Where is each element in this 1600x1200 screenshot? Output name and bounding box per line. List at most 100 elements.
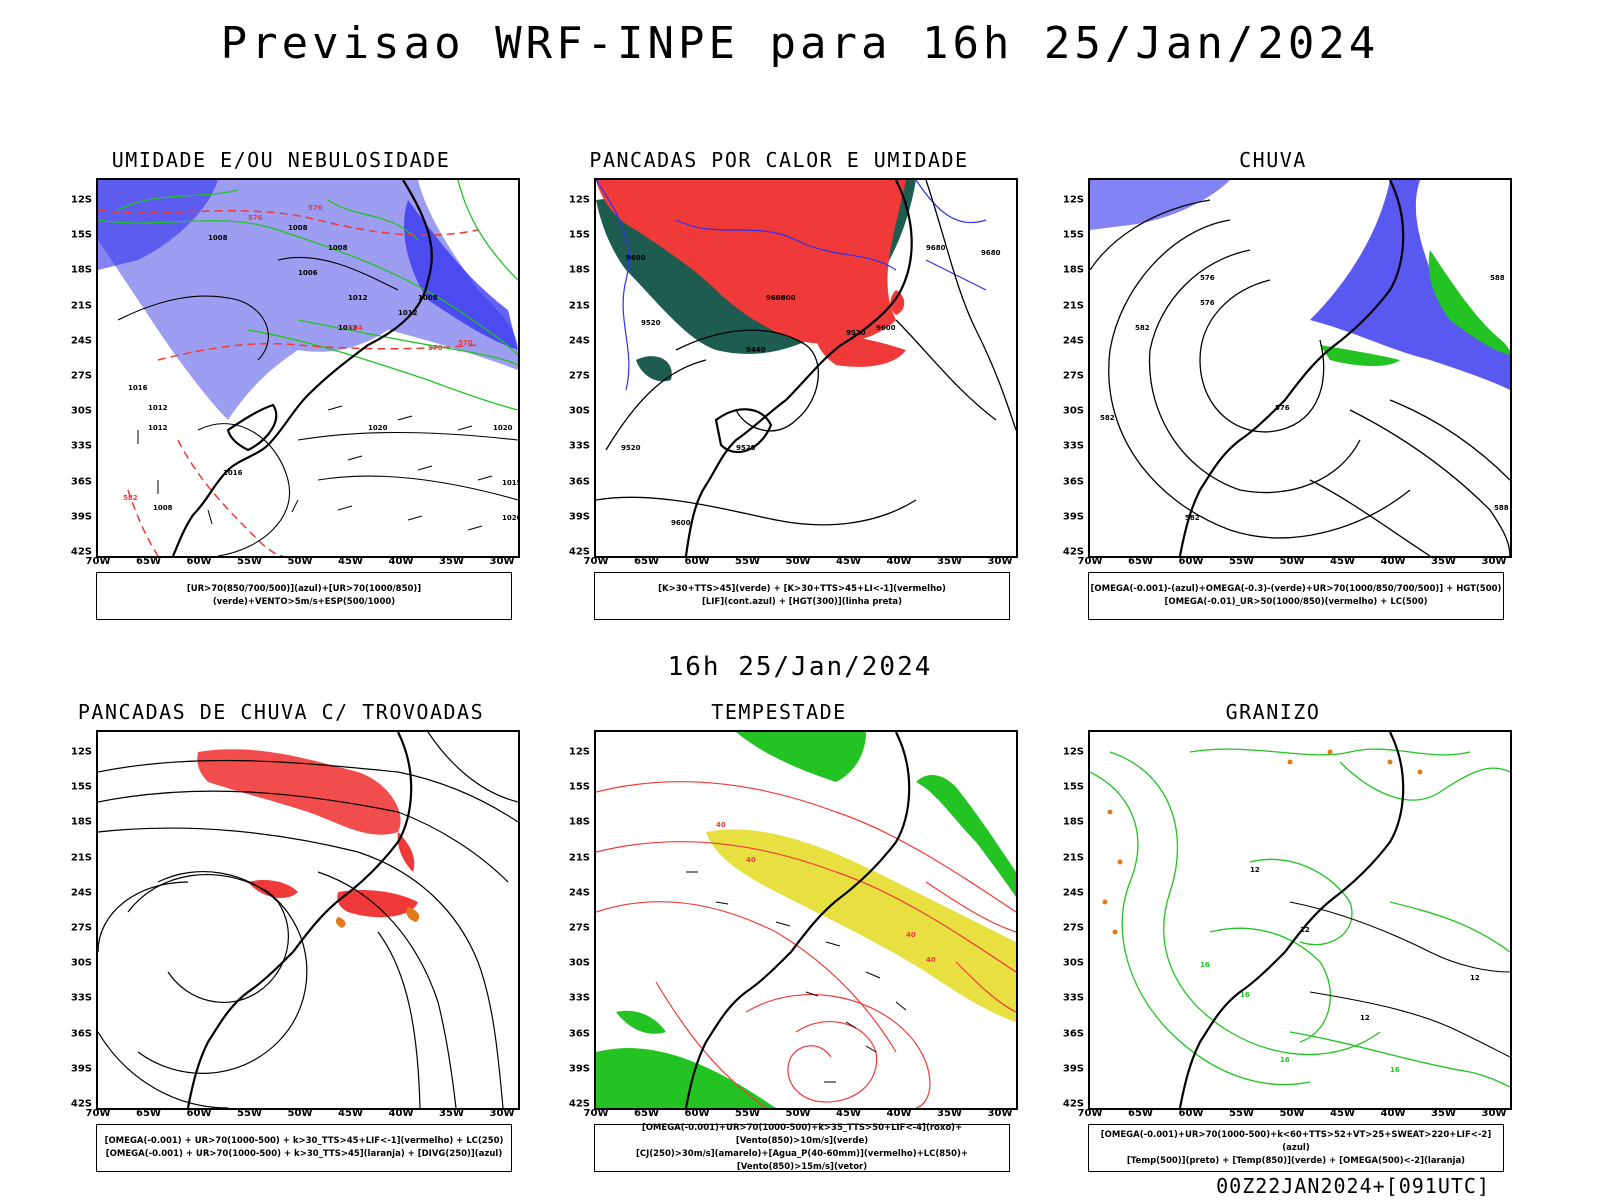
latitude-axis: 12S 15S 18S 21S 24S 27S 30S 33S 36S 39S 42S	[558, 178, 592, 558]
longitude-tick-label: 50W	[785, 556, 811, 567]
contour-label: 576	[1200, 299, 1215, 307]
latitude-tick-label: 30S	[70, 405, 92, 417]
longitude-tick-label: 40W	[388, 556, 414, 567]
contour-label: 582	[1135, 324, 1150, 332]
latitude-tick-label: 21S	[70, 852, 92, 864]
longitude-tick-label: 55W	[1229, 1108, 1254, 1119]
contour-label: 1008	[288, 224, 308, 232]
latitude-tick-label: 30S	[70, 957, 92, 969]
longitude-tick-label: 45W	[1330, 556, 1355, 567]
longitude-tick-label: 40W	[1380, 556, 1406, 567]
latitude-tick-label: 42S	[568, 1098, 590, 1110]
contour-label: 9520	[621, 444, 641, 452]
main-title: Previsao WRF-INPE para 16h 25/Jan/2024	[220, 18, 1380, 69]
latitude-tick-label: 15S	[568, 781, 590, 793]
wind-vectors	[137, 405, 493, 531]
wind-fill-green	[596, 732, 1016, 1108]
longitude-tick-label: 50W	[785, 1108, 811, 1119]
latitude-tick-label: 21S	[70, 300, 92, 312]
legend-box: [OMEGA(-0.001)-(azul)+OMEGA(-0.3)-(verde…	[1088, 572, 1504, 620]
contour-label: 16	[1390, 1066, 1400, 1074]
longitude-tick-label: 30W	[1481, 1108, 1507, 1119]
contour-label: 9600	[776, 294, 796, 302]
longitude-tick-label: 50W	[287, 556, 313, 567]
contour-label: 582	[123, 494, 138, 502]
legend-line: [OMEGA(-0.001)-(azul)+OMEGA(-0.3)-(verde…	[1090, 584, 1502, 594]
latitude-axis: 12S 15S 18S 21S 24S 27S 30S 33S 36S 39S 42S	[60, 730, 94, 1110]
contour-label: 1012	[148, 424, 168, 432]
panel-title: PANCADAS DE CHUVA C/ TROVOADAS	[77, 700, 485, 724]
latitude-tick-label: 36S	[568, 1028, 590, 1040]
longitude-tick-label: 55W	[237, 556, 262, 567]
omega-fill-blue	[1090, 180, 1510, 390]
contour-label: 40	[926, 956, 936, 964]
contour-label: 582	[1100, 414, 1115, 422]
latitude-tick-label: 30S	[568, 405, 590, 417]
latitude-tick-label: 18S	[70, 264, 92, 276]
contour-label: 9520	[736, 444, 756, 452]
temp500-contours-black	[1289, 901, 1510, 1058]
longitude-tick-label: 65W	[634, 556, 659, 567]
latitude-tick-label: 24S	[1062, 335, 1084, 347]
latitude-tick-label: 30S	[568, 957, 590, 969]
wind-vectors-black	[686, 871, 907, 1083]
latitude-tick-label: 15S	[1062, 781, 1084, 793]
contour-label: 1020	[493, 424, 513, 432]
panel-tempestade: TEMPESTADE 12S 15S 18S 21S 24S 27S 30S 33S 36S 39…	[544, 700, 1018, 1172]
contour-label: 9600	[766, 294, 786, 302]
longitude-tick-label: 65W	[136, 556, 161, 567]
longitude-tick-label: 55W	[735, 556, 760, 567]
panel-title: UMIDADE E/OU NEBULOSIDADE	[111, 148, 451, 172]
omega-fill-orange	[1102, 749, 1423, 935]
latitude-tick-label: 39S	[568, 1063, 590, 1075]
contour-label: 12	[1470, 974, 1480, 982]
longitude-tick-label: 40W	[886, 556, 912, 567]
contour-label: 582	[1185, 514, 1200, 522]
contour-label: 570	[428, 344, 443, 352]
thunderstorm-fill-red	[197, 749, 418, 918]
omega-fill-green	[1320, 250, 1510, 366]
longitude-tick-label: 70W	[1077, 556, 1103, 567]
contour-label: 40	[906, 931, 916, 939]
contour-label: 1016	[223, 469, 243, 477]
latitude-tick-label: 36S	[70, 1028, 92, 1040]
coastline	[684, 732, 911, 1108]
contour-label: 576	[1275, 404, 1290, 412]
contour-label: 9600	[671, 519, 691, 527]
longitude-tick-label: 70W	[583, 556, 609, 567]
longitude-tick-label: 35W	[937, 556, 962, 567]
contour-label: 16	[1280, 1056, 1290, 1064]
longitude-tick-label: 60W	[684, 1108, 710, 1119]
longitude-tick-label: 65W	[634, 1108, 659, 1119]
lifted-index-contours-blue	[596, 180, 987, 391]
latitude-axis: 12S 15S 18S 21S 24S 27S 30S 33S 36S 39S 42S	[1052, 730, 1086, 1110]
contour-labels: 40 40 40 40	[716, 821, 936, 964]
latitude-tick-label: 30S	[1062, 405, 1084, 417]
contour-label: 16	[1200, 961, 1210, 969]
latitude-tick-label: 39S	[70, 1063, 92, 1075]
longitude-tick-label: 70W	[85, 1108, 111, 1119]
jet-fill-yellow	[706, 829, 1016, 1022]
coastline	[684, 180, 913, 556]
contour-label: 40	[746, 856, 756, 864]
contour-label: 1016	[128, 384, 148, 392]
latitude-tick-label: 18S	[70, 816, 92, 828]
latitude-tick-label: 42S	[70, 1098, 92, 1110]
contour-label: 9520	[641, 319, 661, 327]
longitude-tick-label: 55W	[1229, 556, 1254, 567]
latitude-tick-label: 24S	[568, 887, 590, 899]
legend-line: [LIF](cont.azul) + [HGT(300)](linha pret…	[701, 597, 903, 607]
longitude-tick-label: 45W	[1330, 1108, 1355, 1119]
latitude-tick-label: 18S	[568, 264, 590, 276]
panel-title: GRANIZO	[1225, 700, 1321, 724]
longitude-tick-label: 55W	[735, 1108, 760, 1119]
contour-label: 9520	[846, 329, 866, 337]
longitude-tick-label: 60W	[1178, 556, 1204, 567]
map-umidade: 1008 1008 1008 1006 1012 1012 1008 1012 1016 1012…	[96, 178, 520, 558]
contour-label: 1008	[328, 244, 348, 252]
longitude-tick-label: 70W	[1077, 1108, 1103, 1119]
contour-label: 9440	[746, 346, 766, 354]
latitude-tick-label: 15S	[70, 781, 92, 793]
longitude-tick-label: 45W	[836, 556, 861, 567]
contour-label: 1012	[148, 404, 168, 412]
